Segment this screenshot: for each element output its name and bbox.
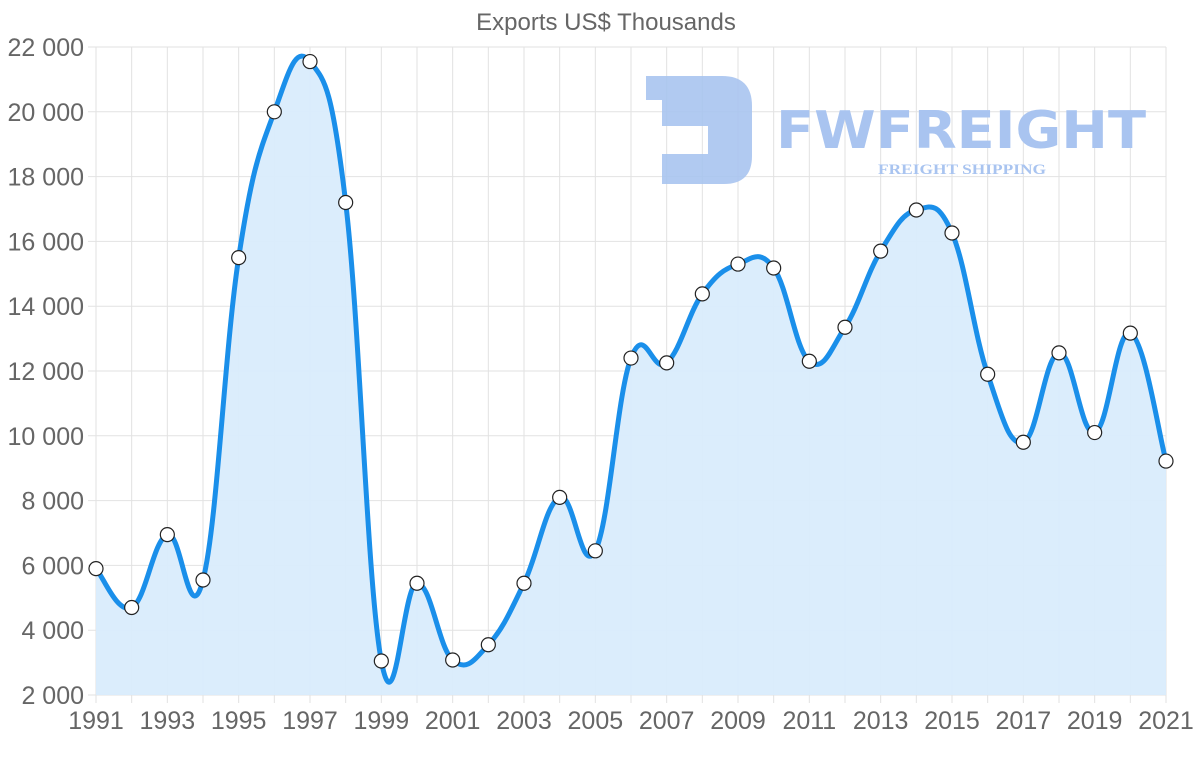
y-tick-label: 8 000: [21, 488, 84, 516]
x-tick-label: 2013: [853, 707, 909, 735]
data-point-marker: [801, 353, 817, 369]
data-point-marker: [908, 202, 924, 218]
y-tick-label: 16 000: [8, 228, 84, 256]
data-point-marker: [873, 243, 889, 259]
data-points: [88, 53, 1174, 669]
y-tick-label: 22 000: [8, 34, 84, 62]
watermark-tagline: FREIGHT SHIPPING: [878, 162, 1046, 178]
y-tick-label: 14 000: [8, 293, 84, 321]
data-point-marker: [1051, 345, 1067, 361]
data-point-marker: [766, 260, 782, 276]
y-tick-label: 4 000: [21, 617, 84, 645]
data-point-marker: [1158, 453, 1174, 469]
x-tick-label: 1993: [140, 707, 196, 735]
x-axis: 1991 1993 1995 1997 1999 2001 2003 2005 2007 2009…: [68, 707, 1194, 735]
data-point-marker: [837, 319, 853, 335]
data-point-marker: [445, 652, 461, 668]
x-tick-label: 2021: [1138, 707, 1194, 735]
fwfreight-watermark: FWFREIGHT FREIGHT SHIPPING: [646, 76, 1147, 184]
y-tick-label: 12 000: [8, 358, 84, 386]
y-tick-label: 18 000: [8, 164, 84, 192]
x-tick-label: 2007: [639, 707, 695, 735]
data-point-marker: [1087, 424, 1103, 441]
x-tick-label: 1999: [354, 707, 410, 735]
x-tick-label: 1997: [282, 707, 338, 735]
data-point-marker: [195, 572, 211, 588]
area-fill: [96, 56, 1166, 695]
x-tick-label: 1991: [68, 707, 124, 735]
y-tick-label: 2 000: [21, 682, 84, 710]
data-point-marker: [231, 250, 247, 266]
data-point-marker: [516, 575, 532, 591]
data-point-marker: [552, 489, 568, 505]
x-tick-label: 2011: [782, 707, 836, 735]
x-tick-label: 2001: [425, 707, 481, 735]
data-point-marker: [373, 653, 389, 669]
y-axis: 2 000 4 000 6 000 8 000 10 000 12 000 14 000 16…: [8, 34, 84, 710]
x-tick-label: 1995: [211, 707, 267, 735]
data-point-marker: [88, 561, 104, 577]
y-tick-label: 20 000: [8, 99, 84, 127]
x-tick-label: 2019: [1067, 707, 1123, 735]
x-tick-label: 2015: [924, 707, 980, 735]
data-point-marker: [1015, 434, 1031, 450]
data-point-marker: [587, 543, 603, 559]
data-point-marker: [659, 355, 675, 371]
data-point-marker: [124, 599, 140, 616]
chart-title: Exports US$ Thousands: [476, 9, 736, 36]
data-point-marker: [480, 637, 496, 653]
x-tick-label: 2017: [996, 707, 1052, 735]
data-point-marker: [302, 53, 318, 70]
data-point-marker: [1122, 325, 1138, 341]
watermark-brand: FWFREIGHT: [776, 101, 1147, 161]
data-point-marker: [944, 225, 960, 241]
x-tick-label: 2003: [496, 707, 552, 735]
x-tick-label: 2005: [568, 707, 624, 735]
x-tick-label: 2009: [710, 707, 766, 735]
data-point-marker: [266, 104, 282, 120]
data-point-marker: [694, 286, 710, 302]
data-point-marker: [159, 527, 175, 543]
data-point-marker: [623, 350, 639, 366]
data-point-marker: [338, 194, 354, 211]
data-point-marker: [980, 366, 996, 382]
data-point-marker: [730, 256, 746, 272]
y-tick-label: 6 000: [21, 552, 84, 580]
data-point-marker: [409, 575, 425, 591]
y-tick-label: 10 000: [8, 423, 84, 451]
fwfreight-logo-icon: [646, 76, 752, 184]
